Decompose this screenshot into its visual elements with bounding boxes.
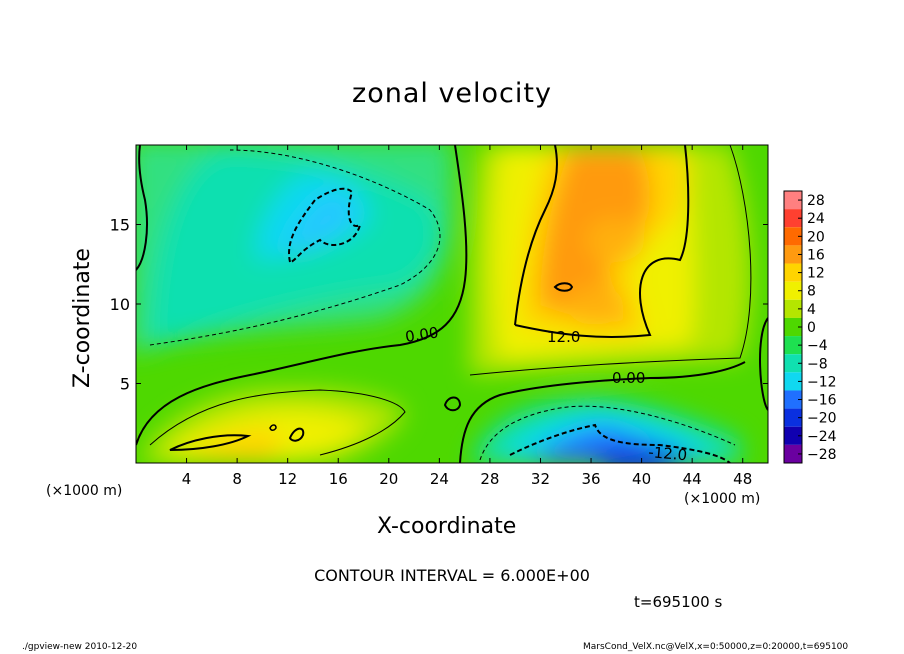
x-tick-label: 16 bbox=[329, 470, 348, 488]
y-axis: 5 10 15 bbox=[110, 216, 768, 394]
colorbar-swatch bbox=[784, 245, 802, 264]
x-tick-label: 28 bbox=[480, 470, 499, 488]
x-tick-label: 20 bbox=[379, 470, 398, 488]
colorbar-label: −16 bbox=[807, 393, 837, 409]
x-axis-label: X-coordinate bbox=[377, 514, 517, 539]
colorbar-label: 8 bbox=[807, 284, 816, 300]
time-label: t=695100 s bbox=[634, 593, 723, 611]
colorbar-swatch bbox=[784, 444, 802, 463]
x-tick-label: 32 bbox=[531, 470, 550, 488]
colorbar-label: 12 bbox=[807, 266, 825, 282]
velocity-field bbox=[136, 145, 768, 463]
y-tick-label: 15 bbox=[110, 216, 130, 235]
footer-left: ./gpview-new 2010-12-20 bbox=[22, 642, 138, 652]
chart-title: zonal velocity bbox=[352, 78, 552, 109]
x-tick-label: 4 bbox=[182, 470, 192, 488]
colorbar-swatch bbox=[784, 336, 802, 355]
x-unit-label: (×1000 m) bbox=[46, 483, 123, 499]
colorbar-label: 0 bbox=[807, 320, 816, 336]
x-tick-label: 44 bbox=[683, 470, 702, 488]
colorbar-swatch bbox=[784, 408, 802, 427]
y-axis-label: Z-coordinate bbox=[70, 248, 95, 388]
contour-interval-label: CONTOUR INTERVAL = 6.000E+00 bbox=[314, 566, 590, 585]
x-tick-label: 40 bbox=[632, 470, 651, 488]
x-tick-label: 12 bbox=[278, 470, 297, 488]
y-tick-label: 5 bbox=[120, 375, 130, 394]
colorbar-label: 20 bbox=[807, 229, 825, 245]
x-tick-label: 36 bbox=[581, 470, 600, 488]
x-tick-label: 8 bbox=[232, 470, 242, 488]
footer-right: MarsCond_VelX.nc@VelX,x=0:50000,z=0:2000… bbox=[583, 642, 849, 652]
colorbar-swatch bbox=[784, 263, 802, 282]
colorbar-label: −8 bbox=[807, 356, 828, 372]
x-unit-label: (×1000 m) bbox=[684, 491, 761, 507]
colorbar-label: −20 bbox=[807, 411, 837, 427]
y-tick-label: 10 bbox=[110, 295, 130, 314]
colorbar-label: −12 bbox=[807, 374, 837, 390]
colorbar-swatch bbox=[784, 372, 802, 391]
contour-label-group: 0.00 12.0 0.00 -12.0 bbox=[404, 323, 688, 464]
colorbar-label: 24 bbox=[807, 211, 825, 227]
colorbar-label: −24 bbox=[807, 429, 837, 445]
colorbar-label: −28 bbox=[807, 447, 837, 463]
contour-lines bbox=[136, 145, 768, 463]
colorbar-swatch bbox=[784, 426, 802, 445]
colorbar-swatch bbox=[784, 209, 802, 228]
colorbar-swatch bbox=[784, 191, 802, 210]
colorbar-label: −4 bbox=[807, 338, 828, 354]
colorbar-swatch bbox=[784, 317, 802, 337]
colorbar-swatch bbox=[784, 354, 802, 373]
colorbar-swatch bbox=[784, 281, 802, 300]
colorbar-swatch bbox=[784, 390, 802, 409]
x-axis: 4 8 12 16 20 24 28 32 36 40 44 48 bbox=[182, 145, 752, 488]
contour-label: 0.00 bbox=[404, 323, 440, 345]
contour-label: 12.0 bbox=[547, 328, 580, 346]
colorbar-label: 16 bbox=[807, 247, 825, 263]
contour-label: -12.0 bbox=[648, 443, 688, 464]
colorbar-label: 4 bbox=[807, 302, 816, 318]
colorbar-swatch bbox=[784, 299, 802, 318]
x-tick-label: 24 bbox=[430, 470, 449, 488]
colorbar-label: 28 bbox=[807, 193, 825, 209]
colorbar: 28 24 20 16 12 8 4 0 −4 −8 −12 −16 −20 −24 −28 bbox=[783, 190, 837, 464]
colorbar-swatch bbox=[784, 227, 802, 246]
x-tick-label: 48 bbox=[733, 470, 752, 488]
contour-label: 0.00 bbox=[612, 369, 645, 387]
